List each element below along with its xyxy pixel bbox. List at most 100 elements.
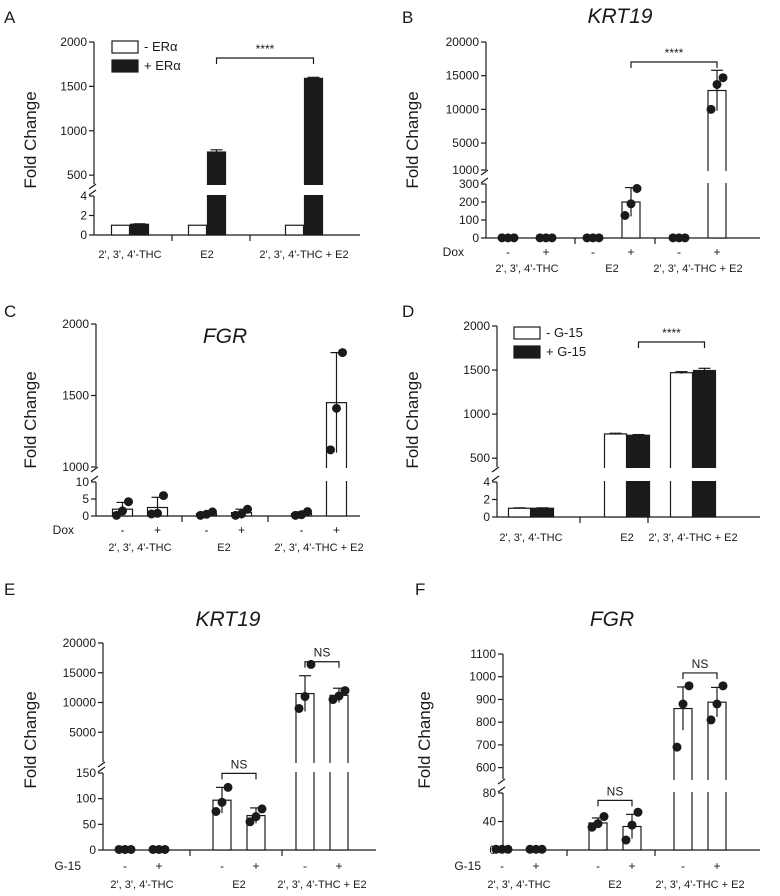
panel-a-bar-break-gap xyxy=(303,185,324,195)
panel-b-row-sign: + xyxy=(627,245,634,259)
panel-f-data-point xyxy=(503,844,513,854)
panel-f-data-point xyxy=(633,807,643,817)
panel-f-y-tick-label: 1100 xyxy=(470,647,496,661)
panel-d-category-label: 2', 3', 4'-THC + E2 xyxy=(648,532,737,544)
panel-f-category-label: 2', 3', 4'-THC xyxy=(487,879,550,891)
panel-f-y-tick-label: 800 xyxy=(476,715,496,729)
panel-c-y-tick-label: 1000 xyxy=(62,460,89,474)
panel-e-data-point xyxy=(340,686,350,696)
panel-c-axis-break-mark xyxy=(90,475,99,482)
panel-f-significance-bracket xyxy=(597,799,633,807)
panel-c-data-point xyxy=(326,445,335,455)
panel-e-title: KRT19 xyxy=(196,608,261,631)
panel-f-data-point xyxy=(678,699,688,709)
panel-f-data-point xyxy=(599,812,609,822)
panel-b-y-tick-label: 1000 xyxy=(452,163,479,177)
panel-d-axis-break-mark xyxy=(491,475,500,482)
panel-a-y-tick-label: 1500 xyxy=(60,79,87,93)
panel-a-bar-break-gap xyxy=(206,185,227,195)
panel-c-axis-break-mark xyxy=(90,466,99,473)
panel-d-legend-label: + G-15 xyxy=(546,344,586,359)
panel-a-legend-swatch xyxy=(111,59,139,73)
panel-a-bar xyxy=(110,224,131,236)
panel-f-data-point xyxy=(684,681,694,691)
panel-a-legend-swatch xyxy=(111,40,139,54)
panel-f-row-label: G-15 xyxy=(454,859,481,873)
panel-c-data-point xyxy=(303,507,312,517)
panel-f-y-tick-label: 700 xyxy=(476,738,496,752)
panel-f-data-point xyxy=(593,819,603,829)
panel-c-data-point xyxy=(118,506,127,516)
panel-d-y-tick-label: 1500 xyxy=(463,363,490,377)
panel-c-row-sign: + xyxy=(154,523,161,537)
panel-e-data-point xyxy=(294,703,304,713)
panel-b-row-sign: + xyxy=(542,245,549,259)
panel-f-row-sign: - xyxy=(596,859,600,873)
panel-d-bar-break-gap xyxy=(603,468,628,481)
panel-a-y-tick-label: 500 xyxy=(67,168,87,182)
panel-d-bar-break-gap xyxy=(626,468,651,481)
panel-b-significance-label: **** xyxy=(665,46,684,60)
panel-d-y-tick-label: 500 xyxy=(470,451,490,465)
panel-b-bar-break-gap xyxy=(707,171,727,183)
panel-c-data-point xyxy=(243,504,252,514)
panel-b-y-tick-label: 100 xyxy=(459,213,479,227)
panel-b-data-point xyxy=(620,211,630,220)
panel-b-y-tick-label: 0 xyxy=(472,231,479,245)
panel-f-y-tick-label: 600 xyxy=(476,761,496,775)
panel-f-significance-label: NS xyxy=(607,784,624,798)
panel-c-data-point xyxy=(237,509,246,519)
panel-f-title: FGR xyxy=(590,608,634,631)
panel-e-y-axis-label: Fold Change xyxy=(21,691,40,788)
panel-d-y-tick-label: 2 xyxy=(483,493,490,507)
panel-e-letter: E xyxy=(4,580,15,599)
panel-a-category-label: 2', 3', 4'-THC + E2 xyxy=(259,249,348,261)
panel-b-title: KRT19 xyxy=(588,5,653,28)
panel-a-bar xyxy=(187,224,208,236)
panel-b-data-point xyxy=(509,233,519,243)
panel-a-category-label: E2 xyxy=(200,249,213,261)
panel-e-data-point xyxy=(126,844,136,854)
panel-d-bar-break-gap xyxy=(669,468,694,481)
panel-b-data-point xyxy=(706,104,716,114)
panel-f-y-tick-label: 900 xyxy=(476,692,496,706)
panel-c-y-tick-label: 2000 xyxy=(62,317,89,331)
panel-f-row-sign: + xyxy=(628,859,635,873)
panel-b-row-sign: - xyxy=(677,245,681,259)
panel-f-bar-break-gap xyxy=(673,780,693,792)
panel-d-y-tick-label: 2000 xyxy=(463,319,490,333)
panel-b-data-point xyxy=(594,233,604,243)
panel-c-data-point xyxy=(159,491,168,501)
panel-b-data-point xyxy=(632,184,642,193)
panel-e-significance-bracket xyxy=(221,772,257,780)
panel-a-significance-bracket xyxy=(215,57,315,64)
panel-d-bar xyxy=(530,507,555,518)
panel-b-y-tick-label: 15000 xyxy=(446,69,480,83)
panel-f-data-point xyxy=(672,742,682,752)
panel-f-category-label: 2', 3', 4'-THC + E2 xyxy=(655,879,744,891)
panel-c-row-sign: - xyxy=(205,523,209,537)
panel-c-row-sign: + xyxy=(333,523,340,537)
panel-a-bar xyxy=(303,77,324,236)
panel-f-data-point xyxy=(537,844,547,854)
panel-e-row-sign: + xyxy=(252,859,259,873)
panel-d-bar xyxy=(692,369,717,518)
panel-c-category-label: 2', 3', 4'-THC xyxy=(108,542,171,554)
panel-b-data-point xyxy=(626,199,636,209)
panel-e-data-point xyxy=(245,817,255,827)
panel-e-row-sign: - xyxy=(123,859,127,873)
panel-f-y-tick-label: 80 xyxy=(483,786,497,800)
panel-e-y-tick-label: 20000 xyxy=(63,636,97,650)
panel-d-significance-bracket xyxy=(637,341,706,348)
panel-a-y-tick-label: 1000 xyxy=(60,124,87,138)
panel-a-y-tick-label: 4 xyxy=(80,189,87,203)
panel-e-bar xyxy=(329,694,349,851)
panel-a-y-axis-label: Fold Change xyxy=(21,91,40,188)
panel-a-bar xyxy=(284,224,305,236)
panel-a-bar xyxy=(129,223,150,236)
panel-e-row-label: G-15 xyxy=(54,859,81,873)
panel-c-data-point xyxy=(153,508,162,518)
panel-f-y-tick-label: 40 xyxy=(483,815,497,829)
panel-b-data-point xyxy=(547,233,557,243)
panel-b-data-point xyxy=(712,79,722,89)
